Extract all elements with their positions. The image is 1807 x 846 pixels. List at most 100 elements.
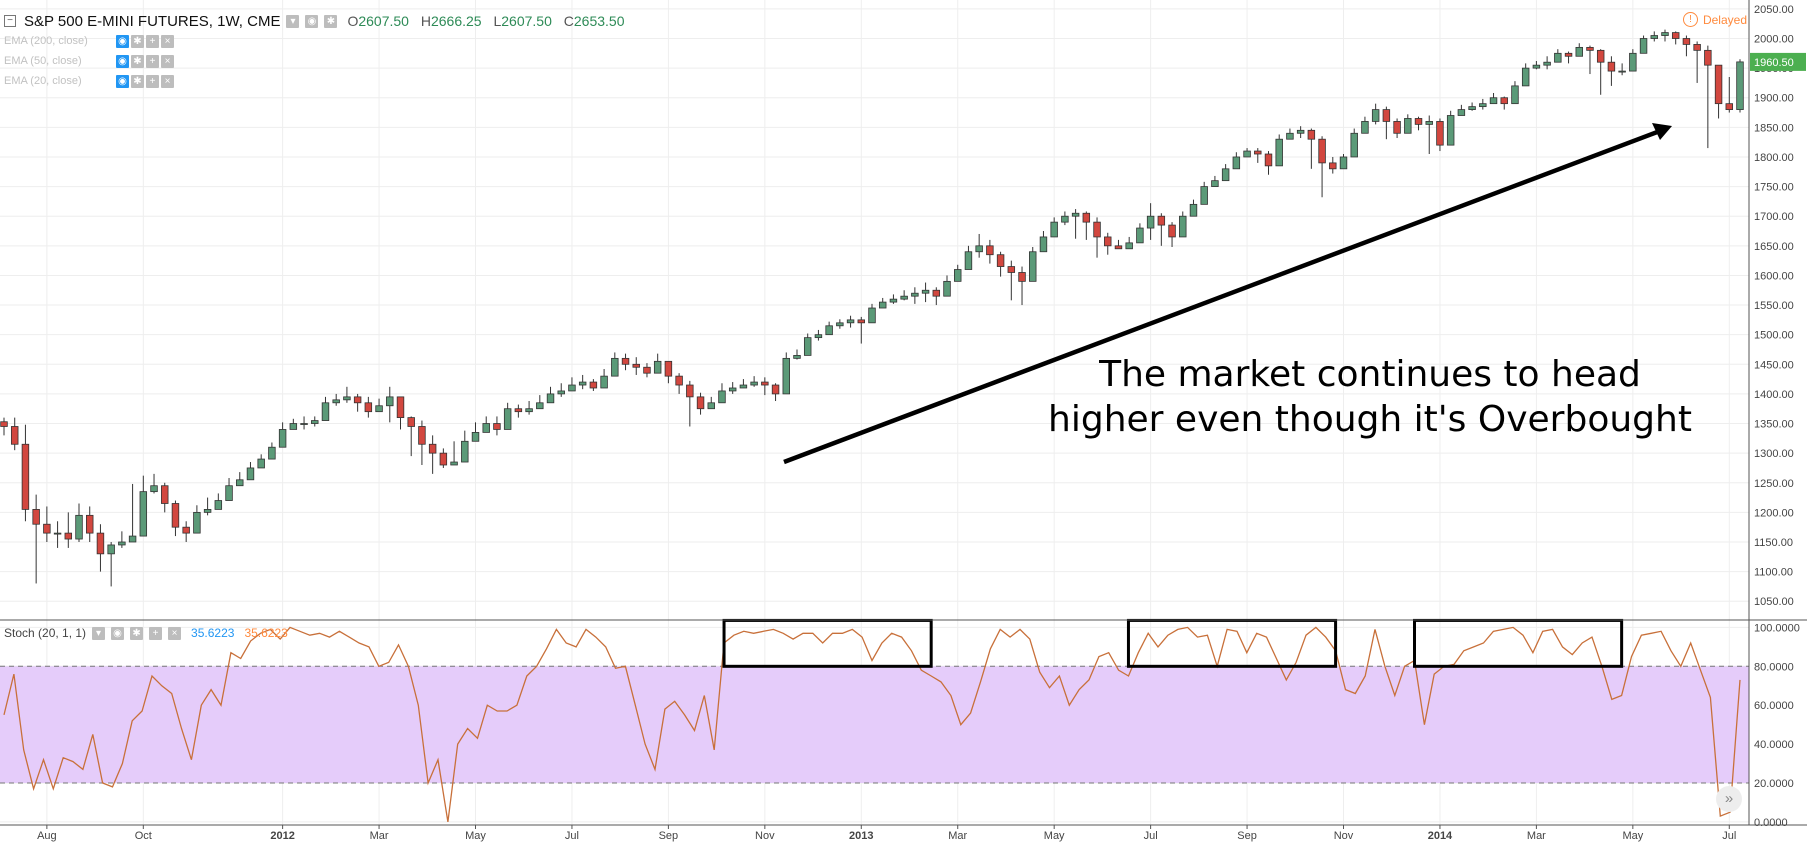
- candle: [728, 382, 737, 394]
- chevron-down-icon[interactable]: ▾: [92, 626, 106, 640]
- close-icon[interactable]: ×: [161, 34, 174, 48]
- candle-body: [793, 355, 801, 359]
- candle-body: [739, 384, 748, 389]
- candle: [1061, 211, 1069, 226]
- settings-icon[interactable]: ✱: [131, 74, 144, 88]
- candle-body: [1350, 132, 1358, 158]
- plus-icon[interactable]: +: [146, 74, 159, 88]
- candle: [1275, 134, 1283, 167]
- indicator-label[interactable]: EMA (200, close): [4, 35, 88, 47]
- candle-body: [889, 298, 898, 303]
- candle-body: [1607, 61, 1616, 72]
- candle: [986, 239, 994, 264]
- double-chevron-right-icon[interactable]: »: [1716, 786, 1742, 812]
- indicator-label[interactable]: EMA (20, close): [4, 75, 82, 87]
- candle: [86, 506, 94, 542]
- candle-body: [771, 384, 780, 395]
- candle-body: [1146, 215, 1155, 229]
- candle: [536, 395, 544, 410]
- candle-body: [1318, 138, 1326, 164]
- candle: [364, 396, 373, 418]
- candle-body: [1361, 121, 1369, 134]
- eye-icon[interactable]: ◉: [116, 74, 129, 88]
- candle: [1607, 56, 1616, 86]
- candle: [1521, 63, 1530, 87]
- candle: [1618, 63, 1626, 76]
- y-tick-label: 1400.00: [1754, 389, 1794, 401]
- indicator-row-ema20[interactable]: EMA (20, close) ◉ ✱ + ×: [4, 72, 174, 90]
- candle-body: [1511, 85, 1519, 105]
- candle: [1682, 35, 1691, 57]
- x-tick-label: Jul: [565, 830, 579, 842]
- settings-icon[interactable]: ✱: [324, 14, 338, 28]
- eye-icon[interactable]: ◉: [116, 34, 129, 48]
- delayed-badge[interactable]: ! Delayed: [1682, 12, 1747, 27]
- candle: [836, 319, 844, 329]
- candle: [1736, 59, 1744, 113]
- candle-body: [996, 254, 1005, 267]
- close-icon[interactable]: ×: [161, 74, 174, 88]
- candle: [1371, 103, 1380, 125]
- candle-body: [514, 408, 523, 413]
- y-tick-label: 40.0000: [1754, 739, 1794, 751]
- candle: [471, 422, 480, 442]
- stoch-k-value: 35.6223: [191, 626, 235, 640]
- indicator-row-ema50[interactable]: EMA (50, close) ◉ ✱ + ×: [4, 52, 174, 70]
- y-tick-label: 2000.00: [1754, 34, 1794, 46]
- chevron-down-icon[interactable]: ▾: [286, 14, 300, 28]
- symbol-title[interactable]: S&P 500 E-MINI FUTURES, 1W, CME: [24, 12, 281, 30]
- candle-body: [589, 381, 598, 389]
- candle-body: [150, 485, 158, 493]
- candle: [1286, 128, 1294, 140]
- eye-icon[interactable]: ◉: [111, 626, 125, 640]
- candle: [1596, 49, 1605, 95]
- candle: [878, 297, 887, 309]
- y-tick-label: 1850.00: [1754, 122, 1794, 134]
- candle-body: [1425, 121, 1433, 125]
- x-tick-label: 2013: [849, 830, 873, 842]
- candle: [675, 373, 683, 394]
- collapse-icon[interactable]: −: [4, 15, 16, 27]
- plus-icon[interactable]: +: [146, 54, 159, 68]
- candle: [1532, 61, 1541, 70]
- candle-body: [857, 319, 866, 324]
- candle: [1254, 148, 1262, 163]
- candle-body: [1061, 215, 1069, 223]
- candle: [53, 521, 62, 548]
- close-icon[interactable]: ×: [161, 54, 174, 68]
- candle-body: [868, 307, 876, 324]
- candle: [611, 352, 619, 377]
- stoch-label[interactable]: Stoch (20, 1, 1): [4, 626, 87, 640]
- settings-icon[interactable]: ✱: [131, 34, 144, 48]
- plus-icon[interactable]: +: [149, 626, 163, 640]
- candle: [1586, 45, 1594, 75]
- eye-icon[interactable]: ◉: [116, 54, 129, 68]
- indicator-label[interactable]: EMA (50, close): [4, 55, 82, 67]
- candle: [1425, 115, 1433, 155]
- candle-body: [1029, 251, 1037, 282]
- candle-body: [375, 405, 383, 413]
- close-icon[interactable]: ×: [168, 626, 182, 640]
- settings-icon[interactable]: ✱: [131, 54, 144, 68]
- candle: [107, 541, 115, 587]
- candle-body: [471, 432, 480, 442]
- candle: [482, 416, 490, 433]
- indicator-row-ema200[interactable]: EMA (200, close) ◉ ✱ + ×: [4, 32, 174, 50]
- candle: [1114, 239, 1123, 250]
- delayed-label: Delayed: [1702, 12, 1747, 27]
- plus-icon[interactable]: +: [146, 34, 159, 48]
- candle: [1457, 104, 1466, 116]
- candle: [1264, 151, 1273, 175]
- candle: [503, 402, 512, 430]
- candle-body: [578, 381, 587, 386]
- candle-body: [1211, 180, 1219, 187]
- candle-body: [1554, 52, 1562, 63]
- candle: [1179, 211, 1187, 238]
- x-tick-label: Mar: [1527, 830, 1546, 842]
- candle: [557, 383, 565, 397]
- candle-body: [236, 479, 244, 487]
- eye-icon[interactable]: ◉: [305, 14, 319, 28]
- settings-icon[interactable]: ✱: [130, 626, 144, 640]
- candle: [150, 473, 158, 494]
